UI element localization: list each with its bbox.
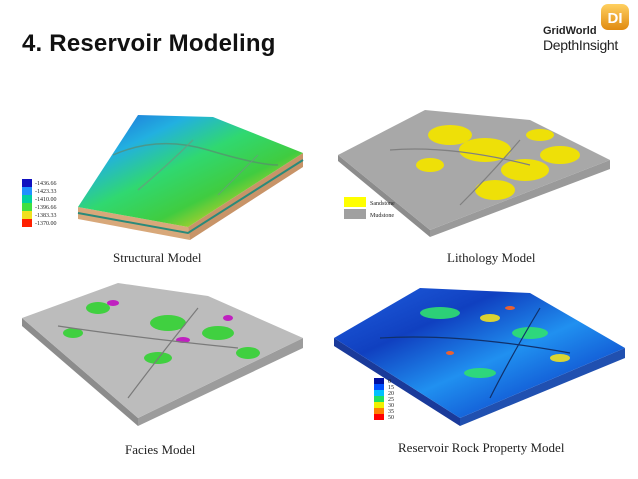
property-legend-0: 0 bbox=[388, 379, 391, 385]
property-model-caption: Reservoir Rock Property Model bbox=[398, 440, 565, 455]
brand-name-bottom: DepthInsight bbox=[543, 37, 619, 53]
brand-name-top: GridWorld bbox=[543, 25, 597, 37]
property-model-panel: 0 15 20 25 30 35 50 bbox=[330, 278, 630, 428]
lithology-legend-0: Sandstone bbox=[370, 201, 395, 207]
structural-legend-4: -1383.33 bbox=[35, 213, 57, 219]
property-legend: 0 15 20 25 30 35 50 bbox=[374, 378, 394, 421]
structural-legend: -1436.66 -1423.33 -1410.00 -1396.66 -138… bbox=[22, 179, 57, 227]
structural-model-render: -1436.66 -1423.33 -1410.00 -1396.66 -138… bbox=[22, 115, 304, 240]
structural-legend-1: -1423.33 bbox=[35, 189, 57, 195]
structural-model-caption: Structural Model bbox=[113, 250, 202, 265]
lithology-model-render: Sandstone Mudstone bbox=[338, 110, 610, 237]
property-legend-4: 30 bbox=[388, 403, 394, 409]
property-legend-6: 50 bbox=[388, 415, 394, 421]
facies-model-panel bbox=[18, 278, 318, 428]
structural-legend-2: -1410.00 bbox=[35, 197, 57, 203]
property-legend-5: 35 bbox=[388, 409, 394, 415]
structural-legend-5: -1370.00 bbox=[35, 221, 57, 227]
structural-model-panel: -1436.66 -1423.33 -1410.00 -1396.66 -138… bbox=[18, 95, 318, 245]
brand-logo: GridWorld DepthInsight DI bbox=[535, 2, 635, 66]
facies-model-render bbox=[22, 283, 303, 426]
lithology-model-caption: Lithology Model bbox=[447, 250, 536, 265]
svg-text:DI: DI bbox=[608, 10, 623, 27]
structural-legend-0: -1436.66 bbox=[35, 181, 57, 187]
facies-model-caption: Facies Model bbox=[125, 442, 196, 457]
slide-title: 4. Reservoir Modeling bbox=[22, 30, 276, 57]
property-model-render: 0 15 20 25 30 35 50 bbox=[334, 288, 625, 426]
property-legend-3: 25 bbox=[388, 397, 394, 403]
lithology-legend-1: Mudstone bbox=[370, 213, 394, 219]
lithology-legend: Sandstone Mudstone bbox=[344, 197, 395, 219]
lithology-model-panel: Sandstone Mudstone bbox=[330, 95, 630, 245]
property-legend-1: 15 bbox=[388, 385, 394, 391]
structural-legend-3: -1396.66 bbox=[35, 205, 57, 211]
di-logo-icon: DI bbox=[601, 4, 629, 30]
property-legend-2: 20 bbox=[388, 391, 394, 397]
